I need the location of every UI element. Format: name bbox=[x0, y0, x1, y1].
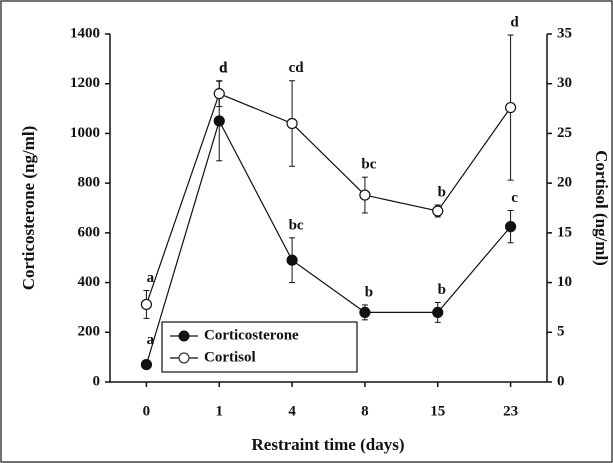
legend-label: Cortisol bbox=[204, 349, 256, 365]
significance-letter: c bbox=[511, 190, 518, 206]
x-axis-title: Restraint time (days) bbox=[252, 435, 405, 454]
marker bbox=[432, 306, 444, 318]
marker bbox=[359, 306, 371, 318]
marker bbox=[504, 101, 517, 114]
marker bbox=[504, 221, 517, 233]
legend-box bbox=[161, 321, 358, 373]
y-tick-label: 600 bbox=[78, 224, 101, 240]
x-tick-label: 23 bbox=[503, 403, 518, 419]
y2-tick-label: 30 bbox=[557, 75, 572, 91]
x-tick-label: 15 bbox=[430, 403, 445, 419]
x-tick-label: 0 bbox=[143, 403, 151, 419]
y2-tick-label: 20 bbox=[557, 175, 572, 191]
y2-tick-label: 35 bbox=[557, 25, 572, 41]
marker bbox=[286, 254, 298, 266]
marker bbox=[140, 359, 153, 371]
significance-letter: bc bbox=[361, 157, 376, 173]
x-tick-label: 4 bbox=[288, 403, 296, 419]
y-axis-title: Corticosterone (ng/ml) bbox=[19, 126, 38, 290]
legend-marker bbox=[178, 330, 190, 342]
x-tick-label: 8 bbox=[361, 403, 369, 419]
marker bbox=[286, 117, 298, 130]
significance-letter: d bbox=[510, 14, 519, 30]
legend-marker bbox=[178, 352, 190, 364]
y-tick-label: 400 bbox=[78, 274, 101, 290]
y-tick-label: 200 bbox=[78, 324, 101, 340]
y-tick-label: 1000 bbox=[70, 125, 100, 141]
y2-tick-label: 5 bbox=[557, 324, 565, 340]
marker bbox=[213, 115, 225, 127]
y2-tick-label: 25 bbox=[557, 125, 572, 141]
legend-label: Corticosterone bbox=[204, 327, 299, 343]
marker bbox=[213, 88, 225, 100]
significance-letter: a bbox=[147, 270, 155, 286]
significance-letter: b bbox=[365, 284, 373, 300]
y-tick-label: 800 bbox=[78, 175, 101, 191]
y-tick-label: 1400 bbox=[70, 25, 100, 41]
significance-letter: b bbox=[438, 184, 446, 200]
series-line bbox=[145, 119, 512, 365]
marker bbox=[359, 189, 371, 201]
marker bbox=[432, 205, 444, 217]
x-tick-label: 1 bbox=[216, 403, 224, 419]
y-tick-label: 0 bbox=[93, 373, 101, 389]
y-tick-label: 1200 bbox=[70, 75, 100, 91]
y2-tick-label: 15 bbox=[557, 224, 572, 240]
significance-letter: a bbox=[147, 332, 155, 348]
y2-tick-label: 10 bbox=[557, 274, 572, 290]
significance-letter: b bbox=[438, 282, 446, 298]
series-line bbox=[145, 92, 512, 305]
y2-axis-title: Cortisol (ng/ml) bbox=[592, 150, 611, 266]
marker bbox=[140, 298, 153, 311]
significance-letter: bc bbox=[289, 217, 304, 233]
significance-letter: d bbox=[219, 61, 228, 77]
y2-tick-label: 0 bbox=[557, 373, 565, 389]
significance-letter: cd bbox=[289, 60, 305, 76]
significance-letter: d bbox=[219, 60, 228, 76]
